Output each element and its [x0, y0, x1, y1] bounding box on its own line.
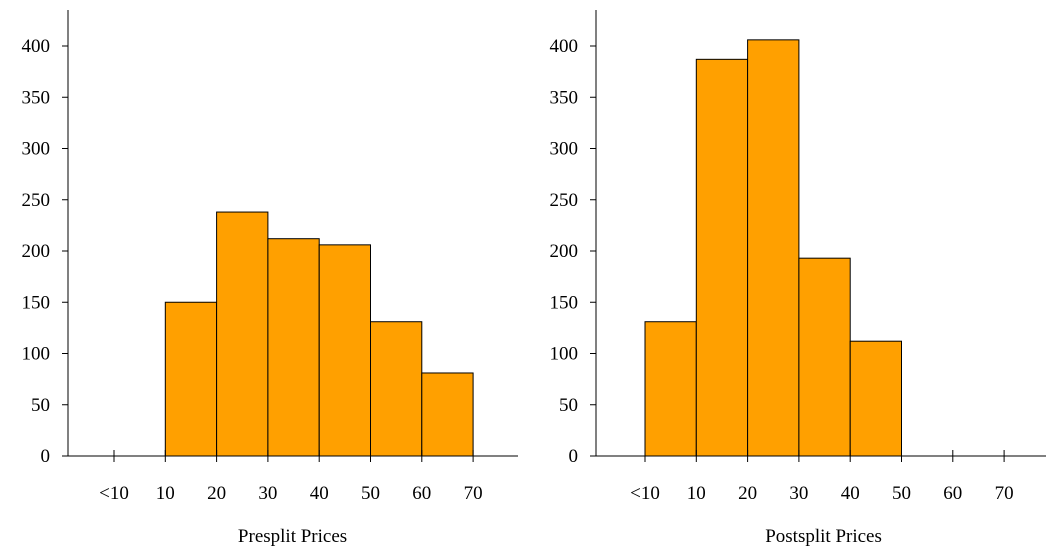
presplit-x-axis-title: Presplit Prices [238, 526, 347, 547]
postsplit-y-tick-label: 200 [550, 241, 579, 262]
presplit-bar-30-40 [267, 238, 320, 457]
postsplit-x-tick-label: 60 [943, 483, 962, 504]
presplit-bar-40-50 [318, 244, 372, 457]
postsplit-bar-40-50 [849, 340, 903, 457]
presplit-y-tick-label: 50 [31, 395, 50, 416]
presplit-bar-60-70 [421, 372, 474, 457]
presplit-y-tick-label: 350 [22, 87, 51, 108]
presplit-y-tick-label: 250 [22, 190, 51, 211]
postsplit-bar-30-40 [798, 257, 851, 457]
presplit-x-tick-label: <10 [99, 483, 129, 504]
presplit-y-tick-label: 300 [22, 139, 51, 160]
presplit-histogram: 0 50 100 150 200 250 300 350 400 <10 10 20 30 40 50 60 7… [22, 10, 518, 547]
presplit-y-tick-label: 150 [22, 292, 51, 313]
postsplit-y-tick-label: 300 [550, 139, 579, 160]
postsplit-x-tick-label: 70 [995, 483, 1014, 504]
presplit-y-tick-label: 200 [22, 241, 51, 262]
postsplit-x-tick-label: 40 [841, 483, 860, 504]
postsplit-y-tick-label: 100 [550, 344, 579, 365]
presplit-bar-50-60 [370, 321, 423, 457]
presplit-bar-20-30 [216, 211, 269, 457]
presplit-x-tick-label: 30 [258, 483, 277, 504]
postsplit-y-tick-label: 150 [550, 292, 579, 313]
presplit-y-tick-label: 0 [41, 446, 51, 467]
postsplit-histogram: 0 50 100 150 200 250 300 350 400 <10 10 20 30 40 50 60 7… [550, 10, 1046, 547]
presplit-x-tick-label: 50 [361, 483, 380, 504]
postsplit-x-axis-title: Postsplit Prices [765, 526, 882, 547]
postsplit-x-tick-label: 30 [789, 483, 808, 504]
postsplit-x-tick-label: 10 [687, 483, 706, 504]
postsplit-y-tick-label: 400 [550, 36, 579, 57]
postsplit-y-tick-label: 350 [550, 87, 579, 108]
postsplit-x-tick-label: <10 [630, 483, 660, 504]
postsplit-bar-20-30 [747, 39, 800, 457]
postsplit-y-tick-label: 250 [550, 190, 579, 211]
postsplit-x-tick-label: 50 [892, 483, 911, 504]
presplit-x-tick-label: 20 [207, 483, 226, 504]
postsplit-y-tick-label: 50 [559, 395, 578, 416]
postsplit-bar-<10-10 [644, 321, 697, 457]
presplit-x-tick-label: 40 [310, 483, 329, 504]
postsplit-bar-10-20 [695, 58, 749, 457]
presplit-y-tick-label: 400 [22, 36, 51, 57]
presplit-bar-10-20 [164, 301, 218, 457]
presplit-x-tick-label: 70 [464, 483, 483, 504]
postsplit-y-tick-label: 0 [569, 446, 579, 467]
presplit-y-tick-label: 100 [22, 344, 51, 365]
postsplit-x-tick-label: 20 [738, 483, 757, 504]
presplit-x-tick-label: 10 [156, 483, 175, 504]
presplit-x-tick-label: 60 [412, 483, 431, 504]
